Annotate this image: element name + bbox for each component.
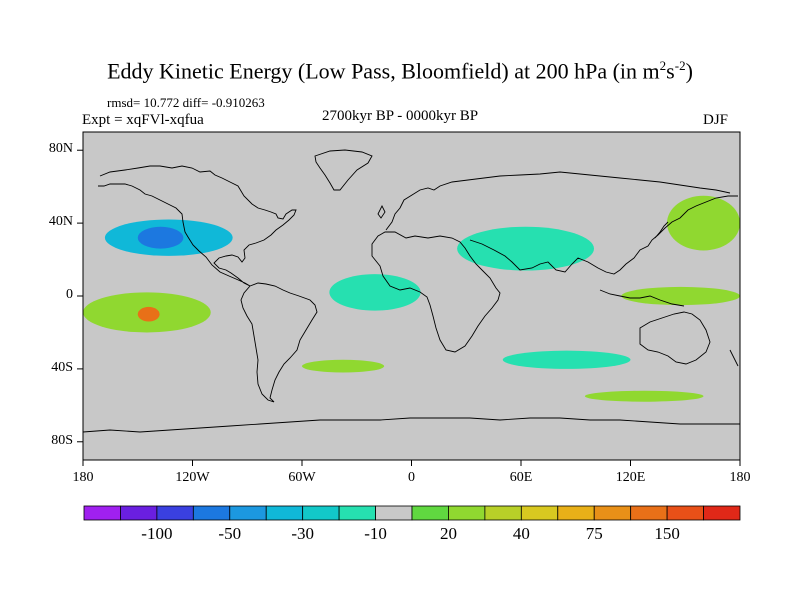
colorbar-swatch-17 — [703, 505, 741, 521]
x-tick-label: 60E — [509, 470, 533, 485]
colorbar-label: 75 — [585, 524, 603, 543]
stats-label: rmsd= 10.772 diff= -0.910263 — [107, 95, 265, 110]
colorbar-label: 20 — [439, 524, 457, 543]
colorbar-swatch-3 — [192, 505, 231, 521]
coast-asia-east — [469, 195, 738, 275]
coastline-layer — [83, 149, 740, 433]
colorbar-label: -30 — [291, 524, 314, 543]
coast-antarctica — [83, 417, 740, 433]
contour-region-5 — [329, 274, 421, 311]
colorbar-swatch-5 — [265, 505, 304, 521]
colorbar — [83, 505, 741, 521]
colorbar-swatch-15 — [630, 505, 668, 521]
colorbar-swatch-16 — [666, 505, 704, 521]
coast-eurasia-north — [385, 171, 731, 231]
colorbar-swatch-6 — [302, 505, 340, 521]
coast-africa-eurasia — [371, 231, 501, 353]
coast-new-zealand — [729, 349, 739, 367]
contour-region-9 — [667, 195, 740, 251]
x-tick-label: 180 — [72, 470, 94, 485]
contour-region-6 — [502, 350, 631, 369]
y-tick-label: 80N — [48, 141, 73, 157]
colorbar-label: 40 — [512, 524, 530, 543]
y-tick-label: 80S — [51, 432, 73, 448]
x-tick-label: 0 — [408, 470, 415, 485]
colorbar-label: -100 — [141, 524, 173, 543]
contour-region-4 — [457, 226, 594, 271]
colorbar-swatch-8 — [375, 505, 413, 521]
contour-region-3 — [137, 306, 160, 322]
y-tick-label: 40S — [51, 359, 73, 375]
colorbar-swatch-1 — [120, 505, 158, 521]
period-label: 2700kyr BP - 0000kyr BP — [322, 108, 479, 124]
colorbar-swatch-7 — [338, 505, 376, 521]
x-tick-label: 60W — [288, 470, 316, 485]
y-tick-label: 0 — [66, 287, 73, 302]
colorbar-swatch-0 — [83, 505, 121, 521]
y-tick-label: 40N — [48, 214, 73, 230]
coast-greenland — [314, 149, 373, 191]
contour-region-10 — [621, 286, 740, 306]
x-tick-label: 120W — [175, 470, 210, 485]
experiment-label: Expt = xqFVl-xqfua — [82, 112, 204, 128]
colorbar-swatch-14 — [593, 505, 632, 521]
colorbar-swatch-12 — [520, 505, 559, 521]
coast-south-america — [240, 282, 318, 403]
coast-japan — [654, 221, 669, 239]
colorbar-swatch-2 — [156, 505, 194, 521]
contour-region-8 — [584, 390, 704, 402]
colorbar-label: 150 — [654, 524, 680, 543]
colorbar-label: -50 — [218, 524, 242, 543]
colorbar-swatch-10 — [448, 505, 486, 521]
chart-title: Eddy Kinetic Energy (Low Pass, Bloomfiel… — [107, 58, 693, 84]
colorbar-swatch-9 — [411, 505, 449, 521]
x-tick-label: 180 — [729, 470, 751, 485]
x-tick-label: 120E — [615, 470, 646, 485]
axes-layer — [77, 149, 741, 466]
contour-region-7 — [302, 359, 385, 373]
coast-north-america — [98, 165, 297, 287]
coast-indonesia — [599, 289, 685, 307]
colorbar-swatch-11 — [484, 505, 522, 521]
colorbar-swatch-4 — [229, 505, 267, 521]
coast-australia — [639, 311, 711, 365]
contour-region-1 — [137, 226, 184, 249]
colorbar-swatch-13 — [557, 505, 595, 521]
season-label: DJF — [703, 112, 729, 128]
contour-layer — [83, 195, 740, 402]
coast-britain — [377, 204, 386, 219]
colorbar-label: -10 — [364, 524, 387, 543]
